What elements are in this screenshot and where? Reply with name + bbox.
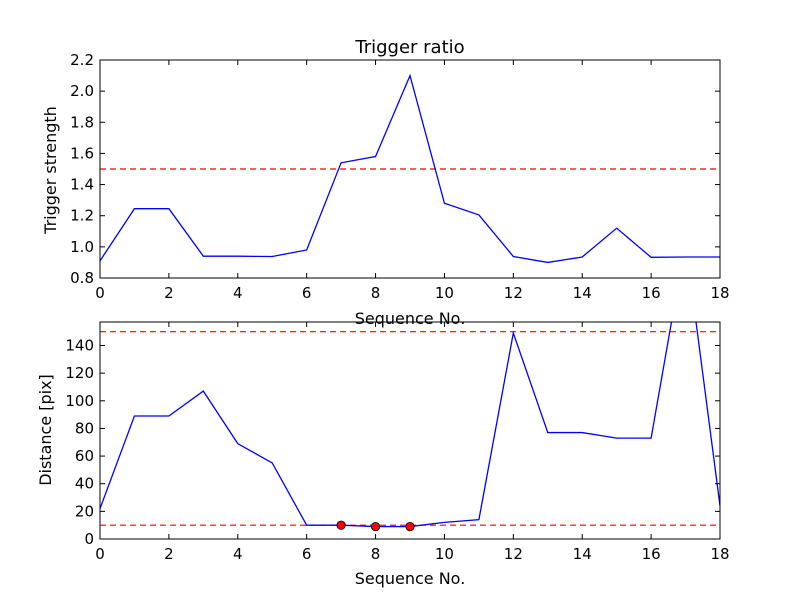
bottom-marker-point (370, 521, 381, 532)
bottom-y-tick-label: 0 (84, 530, 94, 548)
bottom-x-tick-label: 2 (164, 545, 174, 563)
top-y-tick-label: 1.0 (70, 238, 94, 256)
top-axes-frame (99, 59, 721, 279)
bottom-x-tick-label: 6 (302, 545, 312, 563)
top-y-tick-label: 1.6 (70, 144, 94, 162)
top-plot-area: 0 2 4 6 8 10 12 14 16 18 0.8 1.0 1.2 1.4 1.6 1.8 2.0 2.2 (70, 51, 729, 302)
top-subplot: Trigger ratio 0 2 4 6 8 10 12 14 16 18 0.8 1.0 1.2 1.… (41, 37, 730, 328)
bottom-y-tick-label: 40 (75, 475, 94, 493)
bottom-y-tick-label: 120 (65, 364, 94, 382)
top-x-axis-label: Sequence No. (355, 309, 466, 328)
bottom-axes-frame (99, 321, 721, 540)
top-x-tick-label: 6 (302, 284, 312, 302)
bottom-y-tick-label: 140 (65, 336, 94, 354)
bottom-y-tick-label: 100 (65, 392, 94, 410)
bottom-y-axis-label: Distance [pix] (36, 374, 55, 486)
top-chart-title: Trigger ratio (354, 37, 464, 58)
bottom-x-tick-label: 4 (233, 545, 243, 563)
top-y-tick-label: 2.2 (70, 51, 94, 69)
bottom-x-tick-label: 18 (710, 545, 729, 563)
top-x-tick-label: 16 (642, 284, 661, 302)
bottom-marker-point (336, 520, 346, 530)
bottom-subplot: 0 2 4 6 8 10 12 14 16 18 0 20 40 60 80 100 120 140 Sequen… (36, 321, 730, 588)
bottom-x-tick-label: 8 (371, 545, 381, 563)
bottom-x-tick-label: 14 (573, 545, 592, 563)
top-y-tick-label: 1.4 (70, 176, 94, 194)
top-y-tick-label: 0.8 (70, 269, 94, 287)
bottom-x-tick-label: 12 (504, 545, 523, 563)
top-x-tick-label: 12 (504, 284, 523, 302)
bottom-x-tick-label: 16 (642, 545, 661, 563)
top-y-tick-label: 2.0 (70, 82, 94, 100)
top-series-line-0 (100, 73, 720, 264)
bottom-y-tick-label: 60 (75, 447, 94, 465)
top-y-tick-label: 1.2 (70, 207, 94, 225)
top-x-tick-label: 4 (233, 284, 243, 302)
bottom-x-axis-label: Sequence No. (355, 569, 466, 588)
top-x-tick-label: 8 (371, 284, 381, 302)
bottom-x-tick-label: 0 (95, 545, 105, 563)
top-y-axis-label: Trigger strength (41, 106, 60, 235)
bottom-plot-area: 0 2 4 6 8 10 12 14 16 18 0 20 40 60 80 100 120 140 (65, 321, 730, 563)
top-y-tick-label: 1.8 (70, 113, 94, 131)
bottom-marker-point (405, 521, 415, 532)
top-x-tick-label: 10 (435, 284, 454, 302)
top-x-tick-label: 0 (95, 284, 105, 302)
top-x-tick-label: 14 (573, 284, 592, 302)
bottom-x-tick-label: 10 (435, 545, 454, 563)
bottom-y-tick-label: 80 (75, 419, 94, 437)
top-x-tick-label: 2 (164, 284, 174, 302)
bottom-y-tick-label: 20 (75, 502, 94, 520)
top-x-tick-label: 18 (710, 284, 729, 302)
